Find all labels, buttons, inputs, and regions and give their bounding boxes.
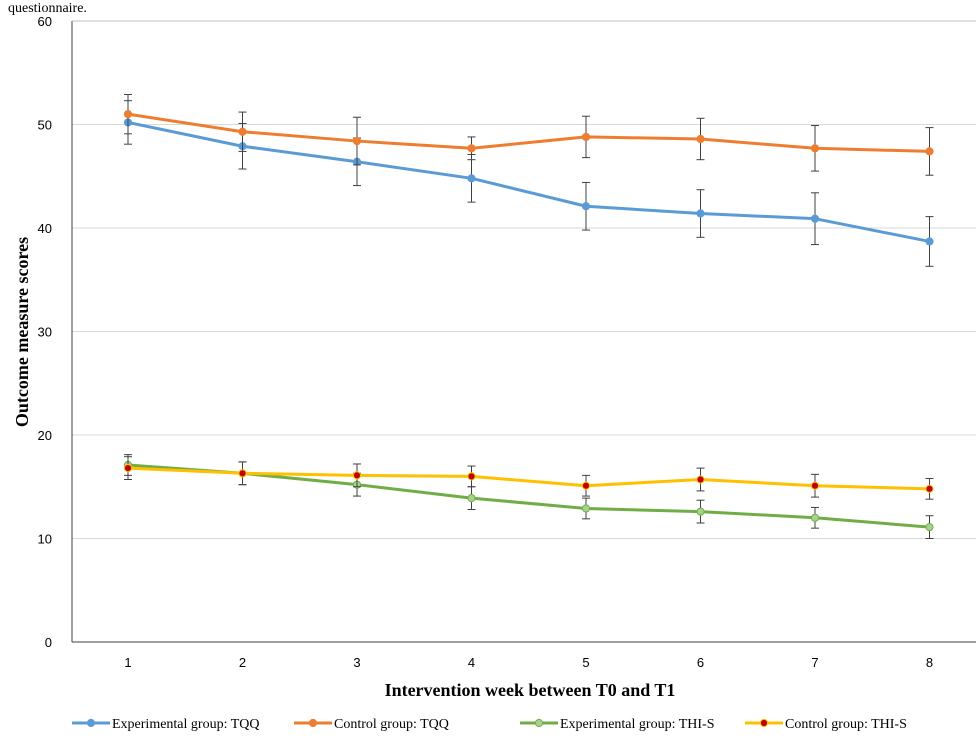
- data-point-4-3: [352, 471, 362, 480]
- legend-label-1: Experimental group: TQQ: [112, 717, 260, 732]
- data-point-1-7: [810, 214, 820, 223]
- series-4: [123, 456, 934, 500]
- data-point-4-4: [467, 472, 476, 481]
- data-point-2-1: [123, 110, 133, 119]
- legend: Experimental group: TQQ Control group: TQ…: [72, 717, 907, 732]
- data-point-1-5: [581, 202, 591, 211]
- caption-fragment: questionnaire.: [8, 1, 87, 16]
- data-point-2-4: [467, 144, 476, 153]
- data-point-2-2: [238, 127, 247, 136]
- data-point-4-6: [696, 475, 705, 484]
- data-point-3-6: [696, 507, 705, 516]
- data-point-1-8: [925, 237, 934, 246]
- y-tick-label-30: 30: [38, 325, 52, 340]
- series-line-1: [127, 120, 930, 243]
- y-tick-label-10: 10: [38, 532, 52, 547]
- x-axis-title: Intervention week between T0 and T1: [385, 680, 676, 700]
- data-point-3-5: [581, 504, 591, 513]
- x-tick-label-4: 4: [468, 655, 475, 670]
- series-3: [123, 454, 934, 539]
- series-line-4: [127, 466, 930, 491]
- legend-marker-4: [759, 718, 769, 728]
- legend-label-3: Experimental group: THI-S: [560, 717, 715, 732]
- data-point-2-8: [925, 147, 934, 156]
- x-tick-label-7: 7: [811, 655, 818, 670]
- data-point-1-6: [696, 209, 705, 218]
- x-tick-label-6: 6: [697, 655, 704, 670]
- series-line-2: [127, 112, 930, 153]
- data-point-3-4: [467, 494, 476, 503]
- legend-marker-2: [308, 718, 318, 728]
- data-point-1-4: [467, 174, 476, 183]
- x-tick-label-8: 8: [926, 655, 933, 670]
- data-point-4-8: [925, 484, 934, 493]
- legend-label-2: Control group: TQQ: [334, 717, 449, 732]
- y-tick-labels: 0 10 20 30 40 50 60: [38, 14, 52, 650]
- y-tick-label-20: 20: [38, 428, 52, 443]
- x-tick-labels: 1 2 3 4 5 6 7 8: [124, 655, 933, 670]
- data-point-4-2: [238, 469, 247, 478]
- legend-label-4: Control group: THI-S: [785, 717, 907, 732]
- series-2: [123, 93, 934, 176]
- series-line-3: [127, 463, 930, 529]
- data-point-4-7: [810, 481, 820, 490]
- y-tick-label-50: 50: [38, 118, 52, 133]
- data-point-2-7: [810, 144, 820, 153]
- data-point-2-3: [352, 136, 362, 146]
- data-point-2-5: [581, 132, 591, 142]
- y-tick-label-40: 40: [38, 221, 52, 236]
- legend-marker-1: [86, 718, 96, 728]
- data-point-4-5: [581, 481, 591, 490]
- gridlines: [71, 20, 976, 643]
- data-point-4-1: [123, 464, 133, 473]
- x-tick-label-3: 3: [353, 655, 360, 670]
- x-tick-label-2: 2: [239, 655, 246, 670]
- x-tick-label-5: 5: [582, 655, 589, 670]
- y-tick-label-0: 0: [45, 635, 52, 650]
- x-tick-label-1: 1: [124, 655, 131, 670]
- data-point-3-8: [925, 523, 934, 532]
- data-point-2-6: [696, 134, 705, 144]
- legend-marker-3: [534, 718, 544, 728]
- y-axis-title: Outcome measure scores: [12, 237, 32, 427]
- y-tick-label-60: 60: [38, 14, 52, 29]
- series-group: [123, 93, 934, 539]
- data-point-3-7: [810, 513, 820, 522]
